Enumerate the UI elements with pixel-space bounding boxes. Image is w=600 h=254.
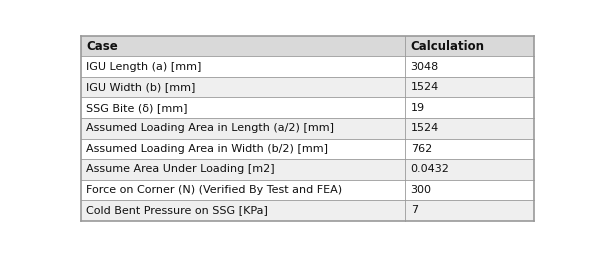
Text: 300: 300 <box>410 185 431 195</box>
Text: 19: 19 <box>410 103 425 113</box>
Bar <box>80 159 405 180</box>
Text: 762: 762 <box>410 144 432 154</box>
Text: Assume Area Under Loading [m2]: Assume Area Under Loading [m2] <box>86 164 275 174</box>
Bar <box>80 118 405 138</box>
Text: 1524: 1524 <box>410 82 439 92</box>
Bar <box>80 98 405 118</box>
Bar <box>405 98 535 118</box>
Bar <box>405 159 535 180</box>
Text: SSG Bite (δ) [mm]: SSG Bite (δ) [mm] <box>86 103 188 113</box>
Bar <box>80 36 405 56</box>
Text: Assumed Loading Area in Width (b/2) [mm]: Assumed Loading Area in Width (b/2) [mm] <box>86 144 328 154</box>
Bar <box>80 56 405 77</box>
Text: 7: 7 <box>410 205 418 215</box>
Bar <box>80 180 405 200</box>
Bar <box>405 138 535 159</box>
Bar <box>405 36 535 56</box>
Text: Force on Corner (N) (Verified By Test and FEA): Force on Corner (N) (Verified By Test an… <box>86 185 342 195</box>
Bar <box>405 77 535 98</box>
Text: 3048: 3048 <box>410 62 439 72</box>
Text: Assumed Loading Area in Length (a/2) [mm]: Assumed Loading Area in Length (a/2) [mm… <box>86 123 334 133</box>
Bar <box>80 77 405 98</box>
Bar <box>405 56 535 77</box>
Bar <box>405 180 535 200</box>
Text: 0.0432: 0.0432 <box>410 164 449 174</box>
Bar <box>405 200 535 220</box>
Text: IGU Length (a) [mm]: IGU Length (a) [mm] <box>86 62 202 72</box>
Bar <box>80 200 405 220</box>
Text: 1524: 1524 <box>410 123 439 133</box>
Text: Calculation: Calculation <box>410 40 485 53</box>
Text: IGU Width (b) [mm]: IGU Width (b) [mm] <box>86 82 196 92</box>
Text: Case: Case <box>86 40 118 53</box>
Text: Cold Bent Pressure on SSG [KPa]: Cold Bent Pressure on SSG [KPa] <box>86 205 268 215</box>
Bar <box>80 138 405 159</box>
Bar <box>405 118 535 138</box>
